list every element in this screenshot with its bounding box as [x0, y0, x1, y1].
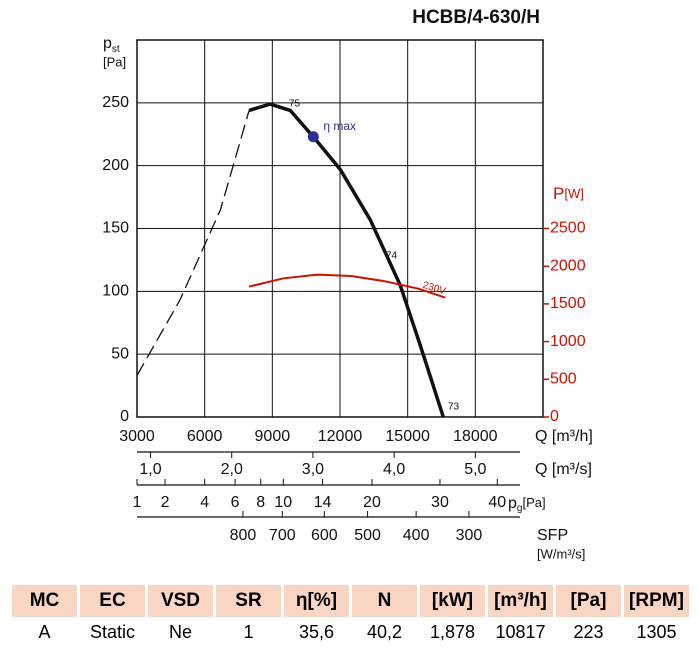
- header-cell: [m³/h]: [488, 585, 553, 617]
- y-label-sub: st: [112, 44, 120, 55]
- x-tick-label: 9000: [255, 428, 291, 445]
- y-axis-unit: [Pa]: [103, 54, 126, 69]
- header-cell: EC: [80, 585, 145, 617]
- y-tick-label: 100: [102, 283, 129, 300]
- y2-tick-label: 2500: [550, 220, 586, 237]
- table-cell: 1305: [636, 622, 677, 642]
- pg-tick-label: 1: [133, 494, 142, 511]
- header-cell: [RPM]: [624, 585, 689, 617]
- pg-tick-label: 4: [200, 494, 209, 511]
- efficiency-label: 75: [289, 99, 301, 110]
- y2-label-symbol: P: [553, 184, 564, 203]
- qs-tick-label: 2,0: [221, 461, 243, 478]
- y-tick-label: 0: [120, 408, 129, 425]
- table-cell: Ne: [168, 622, 192, 642]
- y2-tick-label: 500: [550, 371, 577, 388]
- x-tick-label: 18000: [453, 428, 498, 445]
- pg-tick-label: 8: [256, 494, 265, 511]
- table-header: MC EC VSD SR η[%] N [kW] [m³/h] [Pa] [RPM]: [12, 585, 692, 617]
- qs-tick-label: 4,0: [383, 461, 405, 478]
- y-label-symbol: p: [103, 35, 112, 52]
- table-cell: 35,6: [298, 622, 335, 642]
- y-axis-label: pst: [103, 35, 120, 54]
- sfp-tick-label: 700: [269, 527, 296, 544]
- x-tick-label: 3000: [119, 428, 155, 445]
- chart: HCBB/4-630/H pst [Pa] P[W] Q [m³/h] Q [m…: [102, 7, 593, 561]
- pg-tick-label: 14: [314, 494, 332, 511]
- power-curve: [248, 273, 446, 299]
- table-cell: 10817: [495, 622, 546, 642]
- pressure-curve: [136, 110, 250, 376]
- y2-tick-label: 0: [550, 408, 559, 425]
- pg-tick-label: 2: [161, 494, 170, 511]
- pg-tick-label: 20: [363, 494, 381, 511]
- eta-max-point: [307, 131, 319, 143]
- header-cell: N: [352, 585, 417, 617]
- pg-tick-label: 6: [231, 494, 240, 511]
- table-cell: 1,878: [429, 622, 476, 642]
- efficiency-label: 74: [386, 251, 398, 262]
- y-tick-label: 200: [102, 157, 129, 174]
- pg-label-symbol: p: [508, 495, 517, 512]
- y-tick-label: 50: [111, 345, 129, 362]
- header-cell: SR: [216, 585, 281, 617]
- qs-tick-label: 1,0: [139, 461, 161, 478]
- efficiency-label: 73: [448, 402, 460, 413]
- table-cell: Static: [89, 622, 136, 642]
- x-axis-label: Q [m³/h]: [535, 428, 593, 445]
- x-tick-label: 15000: [385, 428, 430, 445]
- pg-label-unit: [Pa]: [522, 495, 545, 510]
- y-tick-label: 150: [102, 220, 129, 237]
- x-tick-label: 12000: [318, 428, 363, 445]
- pg-tick-label: 40: [488, 494, 506, 511]
- header-cell: η[%]: [284, 585, 349, 617]
- y2-tick-label: 1000: [550, 333, 586, 350]
- sfp-tick-label: 500: [354, 527, 381, 544]
- table-cell: A: [38, 622, 51, 642]
- y2-label-unit: [W]: [564, 186, 584, 201]
- spec-table: MC EC VSD SR η[%] N [kW] [m³/h] [Pa] [RPM] A Stati…: [12, 585, 692, 647]
- table-cell: 1: [243, 622, 254, 642]
- pressure-curve: [248, 102, 445, 418]
- sfp-tick-label: 400: [403, 527, 430, 544]
- table-cell: 40,2: [366, 622, 403, 642]
- x-tick-label: 6000: [187, 428, 223, 445]
- qs-tick-label: 3,0: [302, 461, 324, 478]
- qs-axis-label: Q [m³/s]: [535, 461, 592, 478]
- sfp-axis-label: SFP: [537, 527, 568, 544]
- sfp-tick-label: 800: [230, 527, 257, 544]
- y-tick-label: 250: [102, 94, 129, 111]
- qs-tick-label: 5,0: [464, 461, 486, 478]
- table-cell: 223: [573, 622, 604, 642]
- y2-tick-label: 1500: [550, 295, 586, 312]
- header-cell: [kW]: [420, 585, 485, 617]
- header-cell: VSD: [148, 585, 213, 617]
- sfp-tick-label: 300: [456, 527, 483, 544]
- header-cell: MC: [12, 585, 77, 617]
- pg-label-sub: g: [517, 503, 523, 514]
- y2-axis-label: P[W]: [553, 184, 584, 203]
- pg-tick-label: 10: [274, 494, 292, 511]
- y2-tick-label: 2000: [550, 257, 586, 274]
- sfp-tick-label: 600: [311, 527, 338, 544]
- pg-tick-label: 30: [431, 494, 449, 511]
- chart-title: HCBB/4-630/H: [412, 7, 540, 28]
- table-row: A Static Ne 1 35,6 40,2 1,878 10817 223 1305: [12, 617, 692, 647]
- sfp-axis-unit: [W/m³/s]: [537, 546, 585, 561]
- header-cell: [Pa]: [556, 585, 621, 617]
- eta-max-label: η max: [323, 119, 356, 133]
- pg-axis-label: pg[Pa]: [508, 495, 546, 513]
